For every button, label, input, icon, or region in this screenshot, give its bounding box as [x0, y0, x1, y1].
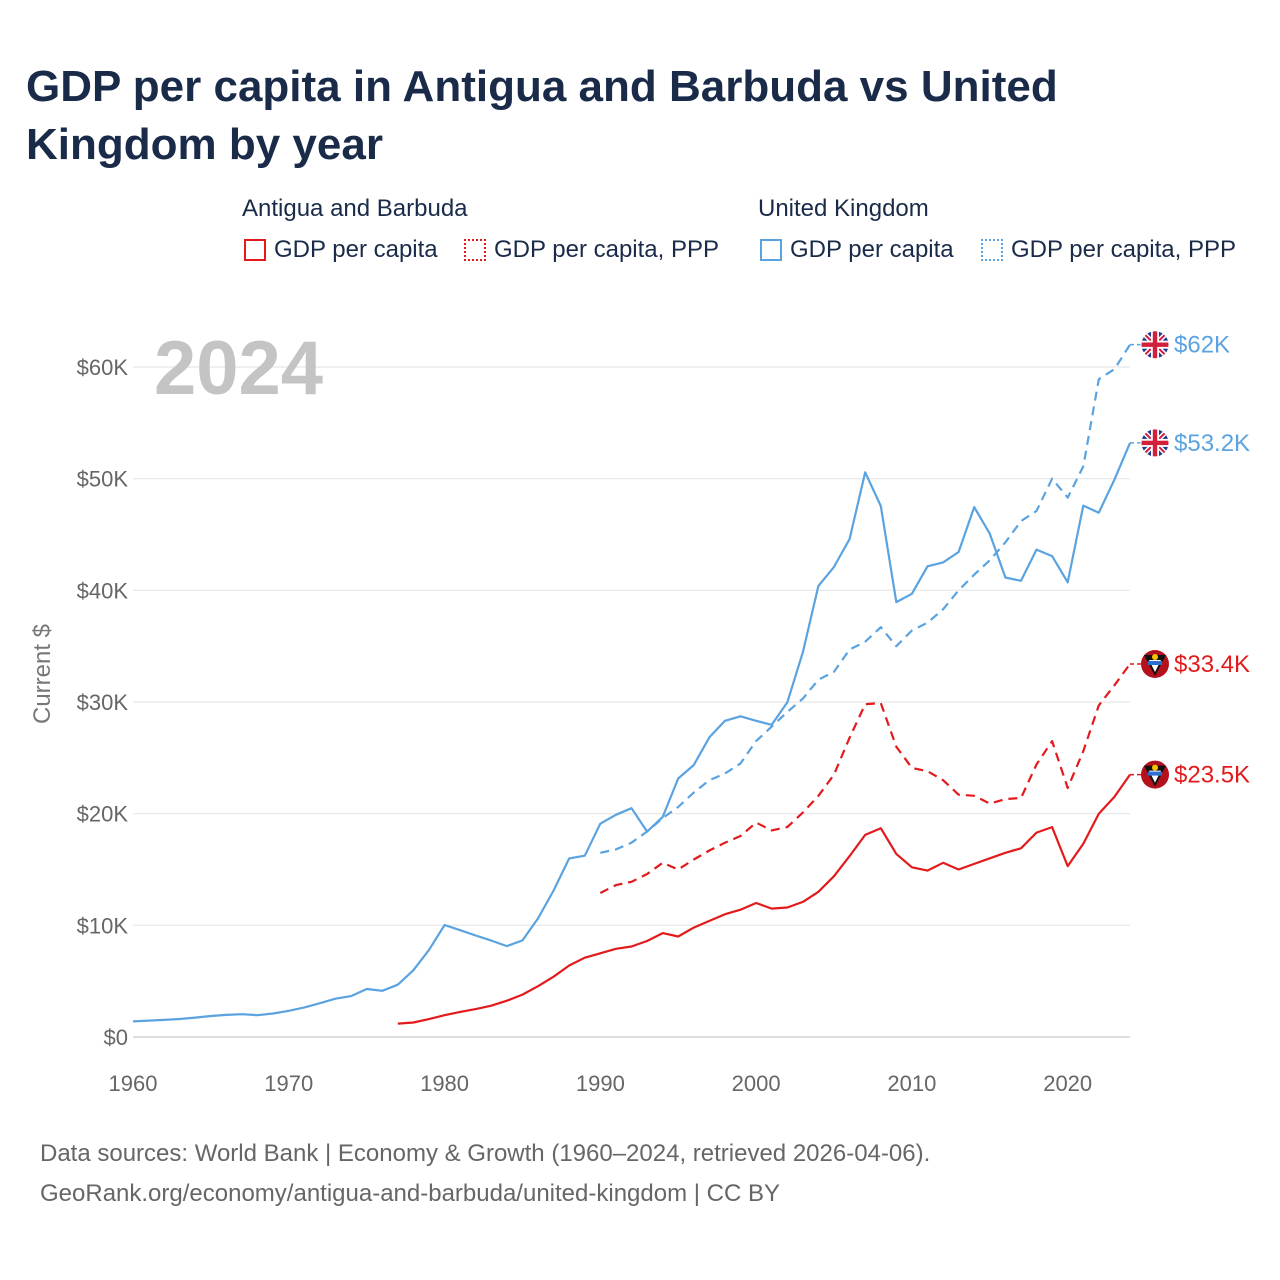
- series-line-uk-solid[interactable]: [132, 442, 1132, 1023]
- end-value-label: $53.2K: [1174, 430, 1250, 457]
- legend-item-antigua-ppp[interactable]: GDP per capita, PPP: [464, 236, 719, 264]
- y-tick-label: $30K: [77, 690, 129, 715]
- legend-label: GDP per capita: [274, 236, 438, 263]
- series-line-uk-dashed[interactable]: [600, 344, 1131, 854]
- antigua-flag-icon: [1141, 650, 1169, 678]
- y-tick-label: $10K: [77, 913, 129, 938]
- source-line-2: GeoRank.org/economy/antigua-and-barbuda/…: [40, 1180, 780, 1207]
- legend-swatch-solid-blue: [760, 239, 782, 261]
- y-tick-label: $40K: [77, 578, 129, 603]
- legend-swatch-dotted-blue: [981, 239, 1003, 261]
- antigua-flag-icon: [1141, 760, 1169, 789]
- chart-title: GDP per capita in Antigua and Barbuda vs…: [26, 62, 1058, 169]
- x-tick-label: 2010: [887, 1071, 936, 1096]
- end-value-label: $62K: [1174, 332, 1230, 359]
- uk-flag-icon: [1140, 330, 1170, 360]
- x-tick-label: 1970: [264, 1071, 313, 1096]
- legend-item-antigua-gdp[interactable]: GDP per capita: [244, 236, 438, 264]
- x-tick-label: 1960: [109, 1071, 158, 1096]
- legend-swatch-solid-red: [244, 239, 266, 261]
- x-tick-label: 2000: [732, 1071, 781, 1096]
- legend-label: GDP per capita, PPP: [1011, 236, 1236, 263]
- end-value-label: $23.5K: [1174, 762, 1250, 789]
- uk-flag-icon: [1140, 428, 1170, 458]
- y-tick-label: $60K: [77, 355, 129, 380]
- x-tick-label: 1980: [420, 1071, 469, 1096]
- year-watermark: 2024: [154, 326, 323, 411]
- legend-label: GDP per capita: [790, 236, 954, 263]
- y-tick-label: $50K: [77, 467, 129, 492]
- legend-item-uk-ppp[interactable]: GDP per capita, PPP: [981, 236, 1236, 264]
- legend-item-uk-gdp[interactable]: GDP per capita: [760, 236, 954, 264]
- legend-group-uk: United Kingdom: [758, 195, 929, 222]
- legend-group-antigua: Antigua and Barbuda: [242, 195, 468, 222]
- x-tick-label: 2020: [1043, 1071, 1092, 1096]
- series-line-antigua-solid[interactable]: [397, 773, 1131, 1025]
- legend-label: GDP per capita, PPP: [494, 236, 719, 263]
- source-line-1: Data sources: World Bank | Economy & Gro…: [40, 1140, 931, 1167]
- x-tick-label: 1990: [576, 1071, 625, 1096]
- legend-swatch-dotted-red: [464, 239, 486, 261]
- end-value-label: $33.4K: [1174, 651, 1250, 678]
- y-axis-label: Current $: [29, 624, 56, 724]
- y-tick-label: $0: [104, 1025, 128, 1050]
- y-tick-label: $20K: [77, 802, 129, 827]
